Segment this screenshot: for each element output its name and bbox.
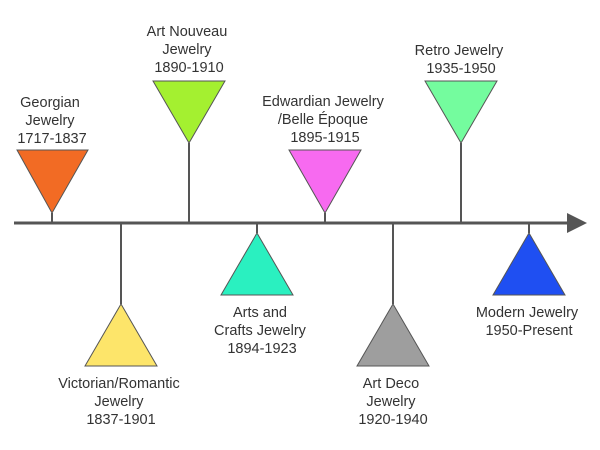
period-retro: Retro Jewelry 1935-1950 [415, 43, 508, 223]
period-georgian: Georgian Jewelry 1717-1837 [16, 95, 89, 223]
period-art-deco: Art Deco Jewelry 1920-1940 [356, 223, 430, 428]
marker-triangle-down [424, 80, 498, 144]
marker-triangle-down [288, 149, 362, 215]
period-victorian: Victorian/Romantic Jewelry 1837-1901 [58, 223, 183, 428]
period-label: Art Deco Jewelry 1920-1940 [358, 376, 427, 428]
period-edwardian: Edwardian Jewelry /Belle Époque 1895-191… [262, 94, 388, 223]
marker-triangle-up [356, 303, 430, 367]
marker-triangle-up [220, 232, 294, 296]
period-arts-and-crafts: Arts and Crafts Jewelry 1894-1923 [214, 223, 310, 357]
period-label: Georgian Jewelry 1717-1837 [17, 95, 86, 147]
axis-arrowhead [567, 213, 587, 233]
marker-triangle-up [84, 303, 158, 367]
period-label: Victorian/Romantic Jewelry 1837-1901 [58, 376, 183, 428]
period-label: Art Nouveau Jewelry 1890-1910 [147, 24, 232, 76]
period-label: Arts and Crafts Jewelry 1894-1923 [214, 305, 310, 357]
period-label: Modern Jewelry 1950-Present [476, 305, 582, 339]
period-label: Retro Jewelry 1935-1950 [415, 43, 508, 77]
timeline-axis [14, 213, 587, 233]
marker-triangle-down [152, 80, 226, 144]
period-label: Edwardian Jewelry /Belle Époque 1895-191… [262, 94, 388, 146]
period-modern: Modern Jewelry 1950-Present [476, 223, 582, 339]
marker-triangle-up [492, 232, 566, 296]
period-art-nouveau: Art Nouveau Jewelry 1890-1910 [147, 24, 232, 223]
marker-triangle-down [16, 149, 89, 215]
